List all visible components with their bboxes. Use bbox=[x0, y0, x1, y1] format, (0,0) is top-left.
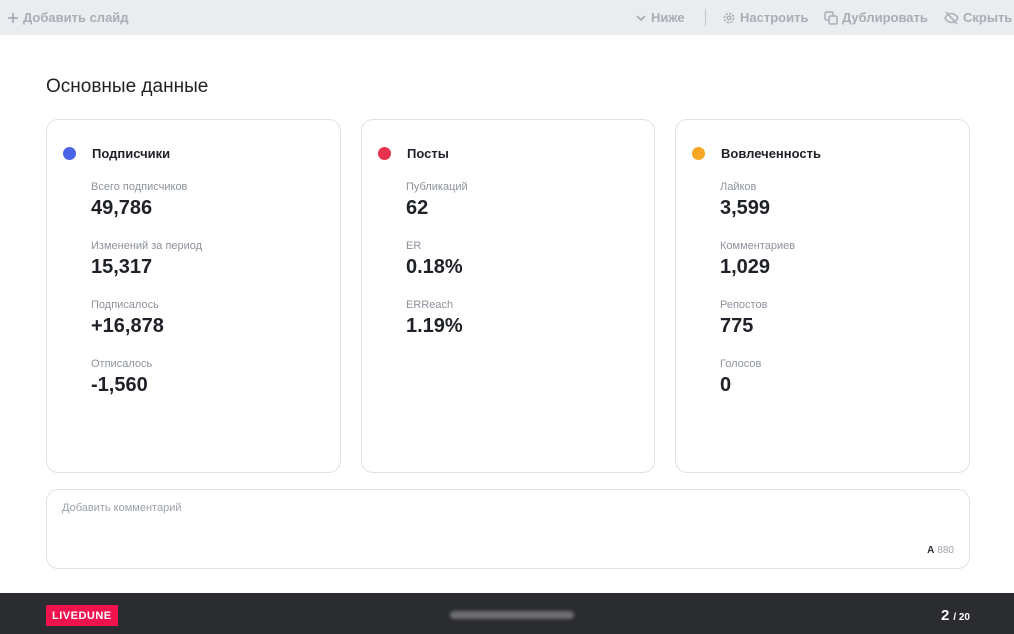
eye-off-icon bbox=[944, 10, 959, 25]
metric-label: ER bbox=[406, 240, 422, 252]
gear-icon bbox=[723, 12, 735, 23]
hide-label: Скрыть bbox=[963, 10, 1013, 25]
metric: Подписалось +16,878 bbox=[91, 298, 164, 338]
livedune-logo: LIVEDUNE bbox=[46, 605, 118, 626]
metric-value: 3,599 bbox=[720, 197, 771, 219]
duplicate-label: Дублировать bbox=[842, 10, 928, 25]
card-title: Вовлеченность bbox=[721, 146, 821, 161]
configure-label: Настроить bbox=[740, 10, 809, 25]
toolbar-divider bbox=[705, 9, 706, 26]
character-counter: A 880 bbox=[927, 545, 954, 556]
add-slide-button[interactable]: Добавить слайд bbox=[7, 0, 129, 35]
slide-footer: LIVEDUNE 2/ 20 bbox=[0, 593, 1014, 634]
metric-value: 0.18% bbox=[406, 256, 463, 278]
metric-label: ERReach bbox=[406, 299, 454, 311]
card-engagement: Вовлеченность Лайков 3,599 Комментариев … bbox=[675, 119, 970, 473]
blurred-account-name bbox=[450, 611, 574, 619]
add-slide-label: Добавить слайд bbox=[23, 10, 129, 25]
text-format-icon: A bbox=[927, 545, 935, 556]
card-title: Подписчики bbox=[92, 146, 171, 161]
card-header: Подписчики bbox=[63, 146, 170, 161]
page-total: / 20 bbox=[953, 612, 970, 623]
metric-value: +16,878 bbox=[91, 315, 164, 337]
metric-label: Комментариев bbox=[720, 240, 796, 252]
metric: Отписалось -1,560 bbox=[91, 357, 152, 397]
metric-value: 775 bbox=[720, 315, 754, 337]
metric-label: Всего подписчиков bbox=[91, 181, 188, 193]
metric-label: Подписалось bbox=[91, 299, 159, 311]
metric: Репостов 775 bbox=[720, 298, 767, 338]
hide-button[interactable]: Скрыть bbox=[944, 0, 1012, 35]
metric-label: Репостов bbox=[720, 299, 768, 311]
metric-value: 1.19% bbox=[406, 315, 463, 337]
metric-value: 15,317 bbox=[91, 256, 153, 278]
metric-label: Публикаций bbox=[406, 181, 468, 193]
metric: Изменений за период 15,317 bbox=[91, 239, 202, 279]
metric: ER 0.18% bbox=[406, 239, 463, 279]
duplicate-icon bbox=[824, 10, 838, 25]
metric: Всего подписчиков 49,786 bbox=[91, 180, 187, 220]
counter-value: 880 bbox=[937, 545, 954, 556]
page-title: Основные данные bbox=[46, 76, 209, 97]
comment-field[interactable]: Добавить комментарий A 880 bbox=[46, 489, 970, 569]
card-header: Посты bbox=[378, 146, 449, 161]
metric-value: 49,786 bbox=[91, 197, 153, 219]
orange-dot-icon bbox=[692, 147, 705, 160]
metric-value: -1,560 bbox=[91, 374, 148, 396]
metric-label: Отписалось bbox=[91, 358, 153, 370]
metric-label: Лайков bbox=[720, 181, 757, 193]
page-current: 2 bbox=[940, 607, 950, 624]
metric: ERReach 1.19% bbox=[406, 298, 463, 338]
metric: Публикаций 62 bbox=[406, 180, 468, 220]
metric-value: 62 bbox=[406, 197, 429, 219]
plus-icon bbox=[8, 12, 18, 23]
below-label: Ниже bbox=[651, 10, 685, 25]
card-posts: Посты Публикаций 62 ER 0.18% ERReach 1.1… bbox=[361, 119, 655, 473]
slide-toolbar: Добавить слайд Ниже Настроить Дублироват… bbox=[0, 0, 1014, 35]
metric: Лайков 3,599 bbox=[720, 180, 770, 220]
metric: Голосов 0 bbox=[720, 357, 761, 397]
card-title: Посты bbox=[407, 146, 449, 161]
page-indicator: 2/ 20 bbox=[941, 607, 970, 624]
card-header: Вовлеченность bbox=[692, 146, 821, 161]
metric-label: Голосов bbox=[720, 358, 762, 370]
metric-value: 0 bbox=[720, 374, 732, 396]
chevron-down-icon bbox=[636, 14, 646, 21]
blue-dot-icon bbox=[63, 147, 76, 160]
red-dot-icon bbox=[378, 147, 391, 160]
duplicate-button[interactable]: Дублировать bbox=[824, 0, 928, 35]
metric-value: 1,029 bbox=[720, 256, 771, 278]
card-subscribers: Подписчики Всего подписчиков 49,786 Изме… bbox=[46, 119, 341, 473]
below-button[interactable]: Ниже bbox=[635, 0, 685, 35]
metric-label: Изменений за период bbox=[91, 240, 203, 252]
comment-placeholder: Добавить комментарий bbox=[62, 502, 182, 514]
configure-button[interactable]: Настроить bbox=[722, 0, 808, 35]
metric: Комментариев 1,029 bbox=[720, 239, 795, 279]
